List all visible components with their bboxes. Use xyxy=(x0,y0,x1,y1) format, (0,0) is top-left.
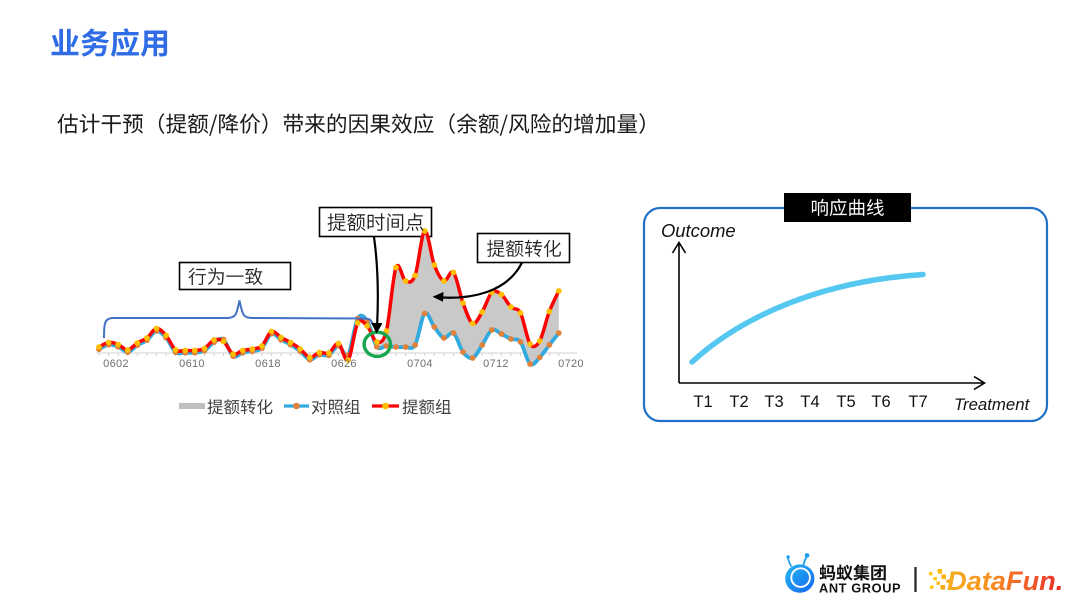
svg-text:T1: T1 xyxy=(693,393,712,411)
svg-text:0626: 0626 xyxy=(331,358,357,370)
svg-text:T7: T7 xyxy=(908,393,927,411)
svg-text:T4: T4 xyxy=(800,393,819,411)
svg-text:T5: T5 xyxy=(836,393,855,411)
svg-text:0720: 0720 xyxy=(558,358,584,370)
svg-text:T2: T2 xyxy=(729,393,748,411)
svg-text:0602: 0602 xyxy=(103,358,129,370)
svg-text:ANT GROUP: ANT GROUP xyxy=(819,581,901,596)
svg-text:0704: 0704 xyxy=(407,358,433,370)
svg-text:Treatment: Treatment xyxy=(954,395,1031,414)
svg-text:0618: 0618 xyxy=(255,358,281,370)
svg-text:DataFun.: DataFun. xyxy=(947,565,1063,596)
svg-text:0610: 0610 xyxy=(179,358,205,370)
svg-text:T6: T6 xyxy=(871,393,890,411)
svg-text:T3: T3 xyxy=(764,393,783,411)
svg-text:0712: 0712 xyxy=(483,358,509,370)
svg-text:Outcome: Outcome xyxy=(661,220,736,241)
